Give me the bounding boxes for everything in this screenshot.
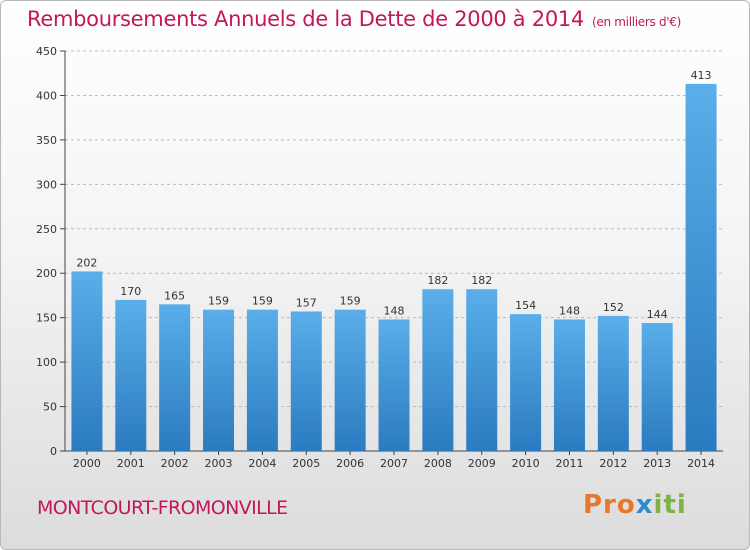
value-label-2002: 165	[164, 289, 185, 302]
value-label-2010: 154	[515, 299, 536, 312]
x-tick-label-2014: 2014	[687, 457, 715, 470]
logo-part-1: Pro	[583, 490, 636, 520]
y-tick-label: 0	[50, 445, 57, 458]
bars	[71, 83, 717, 451]
x-tick-label-2005: 2005	[292, 457, 320, 470]
bar-2002	[159, 304, 191, 451]
bar-2009	[466, 289, 498, 451]
bar-2012	[597, 315, 629, 451]
x-tick-label-2003: 2003	[205, 457, 233, 470]
value-label-2001: 170	[120, 285, 141, 298]
bar-2010	[510, 314, 542, 451]
bar-2014	[685, 83, 717, 451]
x-tick-label-2002: 2002	[161, 457, 189, 470]
y-tick-label: 150	[36, 312, 57, 325]
y-tick-label: 250	[36, 223, 57, 236]
labels: 0 50 100 150 200 250 300 350 400 450 202 2000 170 200…	[36, 45, 715, 470]
logo-part-3: iti	[653, 490, 687, 520]
x-tick-label-2006: 2006	[336, 457, 364, 470]
town-name: MONTCOURT-FROMONVILLE	[37, 497, 288, 519]
bar-2003	[203, 309, 235, 451]
chart-unit: (en milliers d'€)	[592, 15, 682, 29]
proxiti-logo: Proxiti	[583, 490, 687, 520]
x-tick-label-2012: 2012	[599, 457, 627, 470]
bar-2006	[334, 309, 366, 451]
y-tick-label: 350	[36, 134, 57, 147]
chart-title: Remboursements Annuels de la Dette de 20…	[27, 7, 681, 31]
logo-part-2: x	[635, 490, 654, 520]
y-tick-label: 400	[36, 89, 57, 102]
y-tick-label: 300	[36, 178, 57, 191]
x-tick-label-2007: 2007	[380, 457, 408, 470]
bar-2011	[553, 319, 585, 451]
value-label-2008: 182	[427, 274, 448, 287]
value-label-2009: 182	[471, 274, 492, 287]
x-tick-label-2010: 2010	[512, 457, 540, 470]
bar-2004	[246, 309, 278, 451]
y-tick-label: 200	[36, 267, 57, 280]
value-label-2011: 148	[559, 304, 580, 317]
value-label-2013: 144	[647, 308, 668, 321]
value-label-2004: 159	[252, 295, 273, 308]
x-tick-label-2009: 2009	[468, 457, 496, 470]
x-tick-label-2001: 2001	[117, 457, 145, 470]
value-label-2012: 152	[603, 301, 624, 314]
value-label-2005: 157	[296, 296, 317, 309]
bar-2013	[641, 323, 673, 451]
value-label-2007: 148	[384, 304, 405, 317]
chart-title-text: Remboursements Annuels de la Dette de 20…	[27, 7, 584, 31]
x-tick-label-2008: 2008	[424, 457, 452, 470]
x-tick-label-2004: 2004	[248, 457, 276, 470]
bar-2007	[378, 319, 410, 451]
value-label-2006: 159	[340, 295, 361, 308]
value-label-2003: 159	[208, 295, 229, 308]
bar-2000	[71, 271, 103, 451]
bar-2008	[422, 289, 454, 451]
x-tick-label-2011: 2011	[555, 457, 583, 470]
bar-2001	[115, 299, 147, 451]
value-label-2014: 413	[691, 69, 712, 82]
value-label-2000: 202	[76, 256, 97, 269]
bar-2005	[290, 311, 322, 451]
x-tick-label-2013: 2013	[643, 457, 671, 470]
x-tick-label-2000: 2000	[73, 457, 101, 470]
y-tick-label: 50	[43, 401, 57, 414]
y-tick-label: 100	[36, 356, 57, 369]
y-tick-label: 450	[36, 45, 57, 58]
